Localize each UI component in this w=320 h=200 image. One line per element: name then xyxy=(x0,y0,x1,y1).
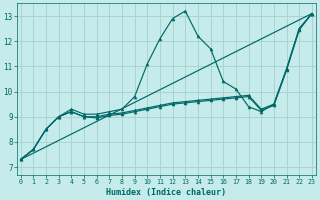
X-axis label: Humidex (Indice chaleur): Humidex (Indice chaleur) xyxy=(106,188,226,197)
